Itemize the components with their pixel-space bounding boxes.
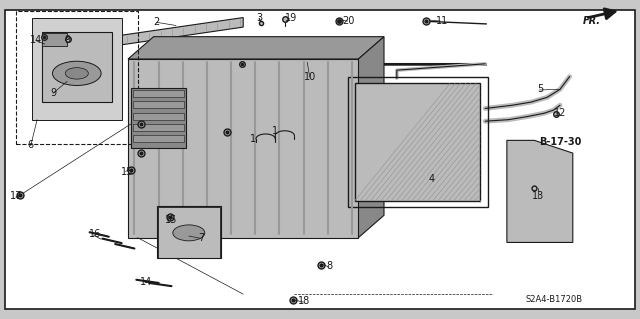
Text: 18: 18: [298, 296, 310, 307]
Bar: [133, 113, 184, 120]
Polygon shape: [32, 18, 122, 120]
Polygon shape: [157, 206, 221, 258]
Text: 15: 15: [165, 215, 178, 225]
Bar: [133, 124, 184, 131]
Bar: [355, 83, 480, 201]
Circle shape: [65, 68, 88, 79]
Text: 9: 9: [64, 35, 70, 45]
Circle shape: [173, 225, 205, 241]
Text: 5: 5: [538, 84, 544, 94]
Polygon shape: [42, 32, 112, 102]
Bar: [348, 77, 488, 207]
Text: 11: 11: [435, 16, 448, 26]
Text: FR.: FR.: [583, 16, 601, 26]
Polygon shape: [128, 37, 384, 59]
Polygon shape: [128, 59, 358, 238]
Bar: [133, 90, 184, 97]
Text: 9: 9: [50, 87, 56, 98]
Text: 3: 3: [256, 12, 262, 23]
Text: 17: 17: [10, 191, 22, 201]
Bar: [158, 207, 220, 258]
Text: B-17-30: B-17-30: [539, 137, 581, 147]
Text: 1: 1: [272, 126, 278, 136]
Polygon shape: [90, 18, 243, 49]
Text: 20: 20: [342, 16, 355, 26]
Text: 2: 2: [154, 17, 160, 27]
Text: 1: 1: [250, 134, 256, 144]
Text: 15: 15: [120, 167, 133, 177]
Bar: [42, 33, 67, 46]
Polygon shape: [507, 140, 573, 242]
Polygon shape: [358, 37, 384, 238]
Text: 13: 13: [531, 191, 544, 201]
Bar: [16, 11, 138, 144]
Text: 12: 12: [554, 108, 566, 118]
Circle shape: [52, 61, 101, 85]
Text: 14: 14: [30, 35, 43, 45]
Text: 10: 10: [304, 71, 317, 82]
Text: 7: 7: [198, 233, 205, 243]
Text: 16: 16: [88, 229, 101, 240]
Bar: [133, 135, 184, 142]
Text: S2A4-B1720B: S2A4-B1720B: [525, 295, 582, 304]
Text: 6: 6: [28, 140, 34, 150]
Bar: [133, 101, 184, 108]
Text: 8: 8: [326, 261, 333, 271]
Text: 19: 19: [285, 12, 298, 23]
Bar: [131, 88, 186, 148]
Text: 4: 4: [429, 174, 435, 184]
Text: 14: 14: [140, 277, 152, 287]
